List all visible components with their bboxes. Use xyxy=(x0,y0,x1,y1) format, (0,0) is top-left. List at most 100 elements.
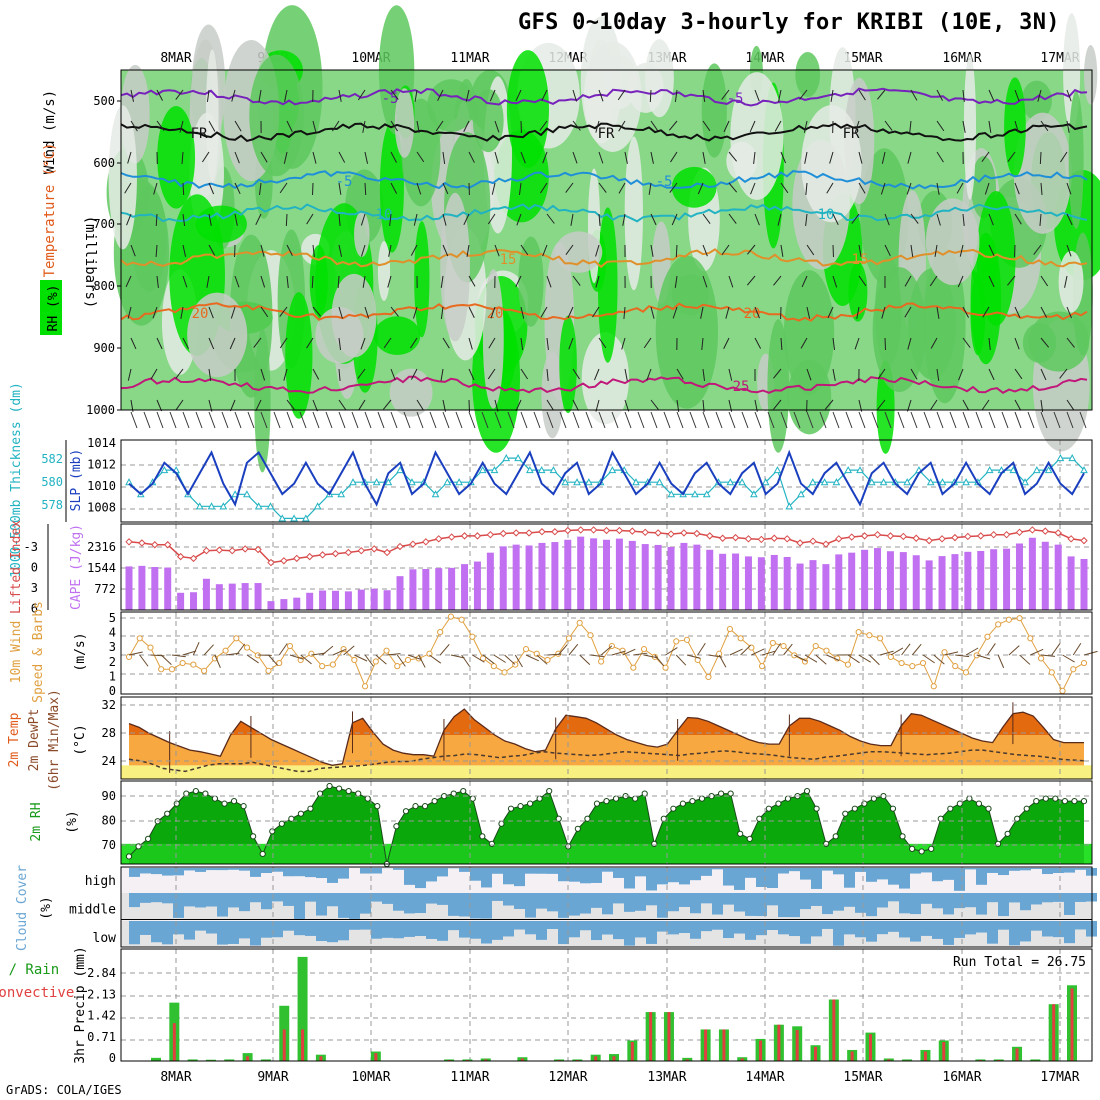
temp-line xyxy=(128,708,1084,766)
cloud-bar xyxy=(679,921,690,934)
rh-blob xyxy=(580,16,623,144)
cloud-bar xyxy=(525,868,536,874)
isotherm-label: -5 xyxy=(336,174,353,190)
wind-barb xyxy=(962,399,970,411)
wind10-line-point xyxy=(201,667,208,674)
label-wind10-b: Speed & Barbs xyxy=(31,601,46,703)
wind10-line-point xyxy=(587,632,594,639)
cloud-bar xyxy=(778,868,789,874)
cloud-bar xyxy=(558,893,569,918)
cloud-bar xyxy=(943,921,954,945)
cloud-bar xyxy=(459,921,470,938)
slp-tick: 1010 xyxy=(87,479,116,493)
wind10-line-point xyxy=(995,621,1002,628)
wind-barb xyxy=(1040,337,1050,348)
li-point xyxy=(680,529,688,537)
cloud-bar xyxy=(635,921,646,938)
rh-blob xyxy=(205,49,219,182)
wind-barb xyxy=(416,120,420,133)
rh-blob xyxy=(701,63,727,158)
rh-blob xyxy=(976,190,1016,326)
wind-barb xyxy=(390,89,399,100)
wind-barb xyxy=(594,368,600,381)
wind10-barb xyxy=(139,654,149,667)
wind10-line-point xyxy=(404,656,412,664)
cloud-bar xyxy=(668,893,679,912)
thickness-line-point xyxy=(207,502,216,510)
precip-conv-bar xyxy=(301,1029,305,1061)
wind10-line-point xyxy=(962,669,970,676)
li-point xyxy=(1080,536,1088,545)
li-point xyxy=(615,526,624,535)
wind-barb xyxy=(260,244,265,257)
rh-frame xyxy=(120,780,1093,865)
wind-barb xyxy=(338,213,341,226)
cloud-bar xyxy=(459,868,470,872)
wind-barb xyxy=(1007,151,1016,162)
cloud-bar xyxy=(591,921,602,941)
wind-barb xyxy=(1037,89,1042,102)
isotherm-label: 20 xyxy=(192,306,209,322)
wind-barb xyxy=(435,120,444,132)
wind10-line-point xyxy=(812,642,819,650)
wind-barb xyxy=(312,399,318,412)
thickness-line-point xyxy=(502,454,511,462)
cape-bar xyxy=(538,542,546,610)
wind10-barb xyxy=(804,654,818,663)
surface-barb xyxy=(923,411,931,429)
precip-conv-bar xyxy=(777,1024,781,1061)
wind-barb xyxy=(338,306,343,319)
cloud-bar xyxy=(756,921,767,936)
rh-blob xyxy=(963,53,977,200)
cloud-bar xyxy=(987,893,998,903)
surface-barb xyxy=(481,411,489,429)
wind-barb xyxy=(383,399,392,410)
wind-barb xyxy=(858,151,863,164)
rh-line-point xyxy=(230,798,238,805)
cloud-bar xyxy=(294,868,305,877)
wind-barb xyxy=(488,337,496,349)
wind10-barb xyxy=(429,654,442,664)
cloud-bar xyxy=(272,893,283,902)
wind10-barb xyxy=(450,654,465,659)
cloud-bar xyxy=(415,921,426,937)
cloud-bar xyxy=(184,893,195,907)
precip-conv-bar xyxy=(795,1030,799,1061)
cloud-bar xyxy=(910,921,921,942)
wind-barb xyxy=(773,275,782,286)
wind10-barb xyxy=(128,651,143,656)
thickness-line-point xyxy=(278,514,287,522)
cloud-bar xyxy=(261,921,272,938)
label-wind10-unit: (m/s) xyxy=(73,632,88,671)
date-label-bottom: 17MAR xyxy=(1040,1070,1079,1085)
cloud-bar xyxy=(437,893,448,905)
wind-barb xyxy=(598,182,607,193)
rh-line-point xyxy=(536,795,543,802)
label-lifted-index: Lifted Index xyxy=(9,520,24,614)
cloud-bar xyxy=(283,921,294,931)
cloud-bar xyxy=(1064,868,1075,873)
wind10-line-point xyxy=(1059,687,1066,695)
cloud-bar xyxy=(338,893,349,918)
surface-barb xyxy=(546,411,554,429)
surface-barb xyxy=(689,411,697,429)
wind-barb xyxy=(650,213,657,226)
cloud-bar xyxy=(646,921,657,944)
wind-barb xyxy=(156,89,163,101)
cape-bar xyxy=(603,539,610,610)
wind-barb xyxy=(491,182,496,195)
cloud-bar xyxy=(184,921,195,940)
wind-barb xyxy=(175,399,184,411)
rh-line-point xyxy=(517,803,524,810)
wind-barb xyxy=(286,120,293,132)
wind-barb xyxy=(858,244,862,257)
rh-line-point xyxy=(870,795,878,802)
precip-total-bar xyxy=(1030,1059,1041,1061)
rh-line-point xyxy=(297,810,304,817)
wind-barb xyxy=(126,213,132,226)
wind10-barb xyxy=(182,650,197,656)
wind-barb xyxy=(936,151,944,163)
wind-barb xyxy=(595,244,600,257)
wind-barb xyxy=(618,182,626,194)
li-point xyxy=(757,535,766,544)
